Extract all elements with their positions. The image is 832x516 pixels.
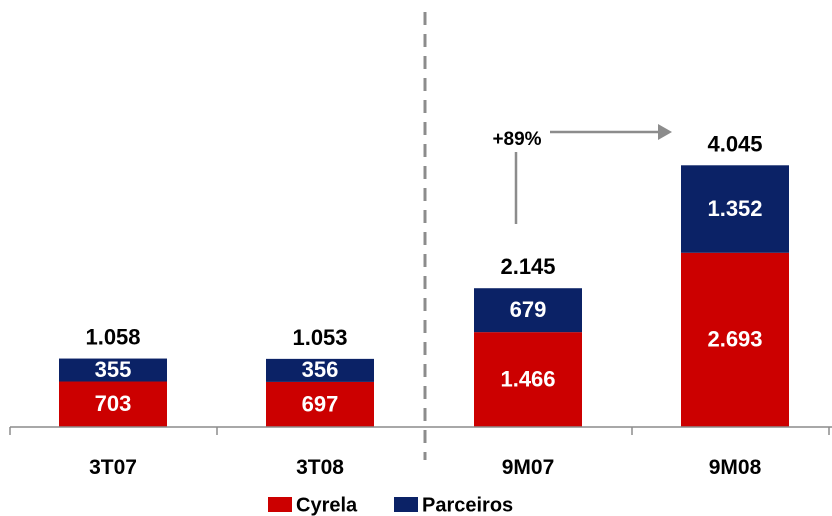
bar-value-label: 1.466 [500,366,555,391]
bar-value-label: 355 [95,357,132,382]
bar-parceiros-3t07 [59,358,167,382]
bar-value-label: 703 [95,391,132,416]
bar-cyrela-3t08 [266,381,374,427]
bar-parceiros-9m07 [474,288,582,333]
growth-arrowhead [658,124,672,140]
bar-parceiros-3t08 [266,358,374,382]
x-tick-label: 9M08 [709,456,762,479]
bar-total-label: 2.145 [500,254,555,279]
growth-annotation: +89% [484,124,672,224]
bar-cyrela-9m07 [474,332,582,427]
bar-total-label: 4.045 [707,131,762,156]
bar-parceiros-9m08 [681,165,789,253]
growth-label: +89% [492,129,541,150]
bar-value-label: 356 [302,357,339,382]
bar-value-label: 2.693 [707,327,762,352]
bar-value-label: 679 [510,297,547,322]
legend-label-cyrela: Cyrela [296,494,358,516]
bar-total-label: 1.053 [292,325,347,350]
legend-swatch-parceiros [394,497,418,512]
bars-layer [59,165,789,427]
bar-cyrela-3t07 [59,381,167,427]
bar-value-label: 1.352 [707,196,762,221]
x-tick-label: 3T08 [296,456,344,479]
x-axis-ticks [9,427,830,435]
legend: Cyrela Parceiros [268,494,513,516]
x-tick-label: 9M07 [502,456,555,479]
x-tick-label: 3T07 [89,456,137,479]
legend-label-parceiros: Parceiros [422,494,513,516]
legend-swatch-cyrela [268,497,292,512]
bar-cyrela-9m08 [681,252,789,427]
bar-total-label: 1.058 [85,325,140,350]
labels-layer: 703 355 1.058 3T07 697 356 1.053 3T08 1.466 679 2.… [85,131,762,479]
bar-value-label: 697 [302,391,339,416]
growth-label-bg [484,124,550,152]
